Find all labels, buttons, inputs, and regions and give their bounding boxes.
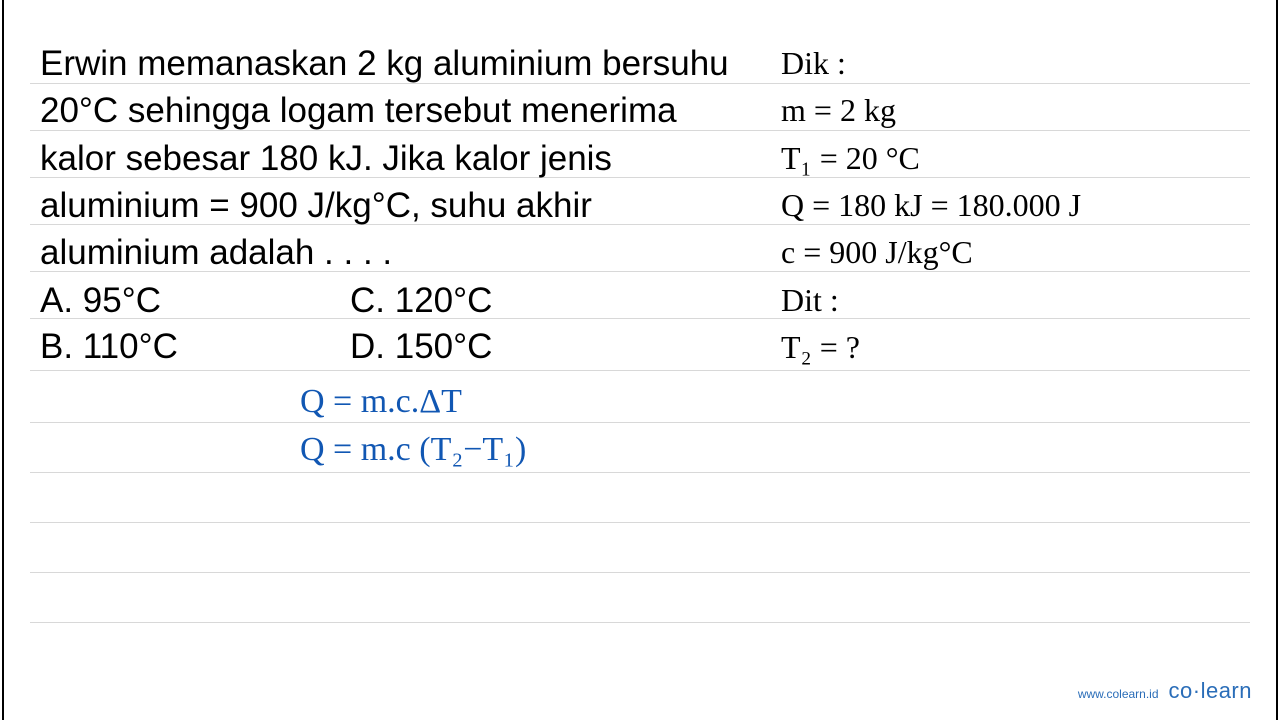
option-a: A. 95°C	[40, 278, 350, 324]
asked-t2: T₂ = ?	[781, 324, 1250, 371]
handwritten-column: Dik : m = 2 kg T₁ = 20 °C Q = 180 kJ = 1…	[775, 40, 1250, 372]
dik-label: Dik :	[781, 40, 1250, 87]
given-q: Q = 180 kJ = 180.000 J	[781, 182, 1250, 229]
equation-1: Q = m.c.ΔT	[300, 378, 526, 426]
question-line: Erwin memanaskan 2 kg aluminium bersuhu	[40, 40, 775, 87]
option-d: D. 150°C	[350, 324, 660, 370]
given-mass: m = 2 kg	[781, 87, 1250, 134]
options-col-left: A. 95°C B. 110°C	[40, 278, 350, 369]
dit-label: Dit :	[781, 277, 1250, 324]
page-container: Erwin memanaskan 2 kg aluminium bersuhu …	[0, 0, 1280, 720]
given-c: c = 900 J/kg°C	[781, 229, 1250, 276]
options-col-right: C. 120°C D. 150°C	[350, 278, 660, 369]
content-row: Erwin memanaskan 2 kg aluminium bersuhu …	[40, 40, 1250, 372]
option-c: C. 120°C	[350, 278, 660, 324]
question-line: aluminium = 900 J/kg°C, suhu akhir	[40, 182, 775, 229]
options-container: A. 95°C B. 110°C C. 120°C D. 150°C	[40, 278, 775, 369]
question-column: Erwin memanaskan 2 kg aluminium bersuhu …	[40, 40, 775, 372]
equation-2: Q = m.c (T₂−T₁)	[300, 426, 526, 474]
given-t1: T₁ = 20 °C	[781, 135, 1250, 182]
footer-logo: co·learn	[1169, 678, 1252, 704]
option-b: B. 110°C	[40, 324, 350, 370]
work-area: Q = m.c.ΔT Q = m.c (T₂−T₁)	[300, 378, 526, 475]
question-line: aluminium adalah . . . .	[40, 229, 775, 276]
question-line: kalor sebesar 180 kJ. Jika kalor jenis	[40, 135, 775, 182]
footer-url: www.colearn.id	[1078, 687, 1159, 701]
question-line: 20°C sehingga logam tersebut menerima	[40, 87, 775, 134]
footer: www.colearn.id co·learn	[1078, 678, 1252, 704]
